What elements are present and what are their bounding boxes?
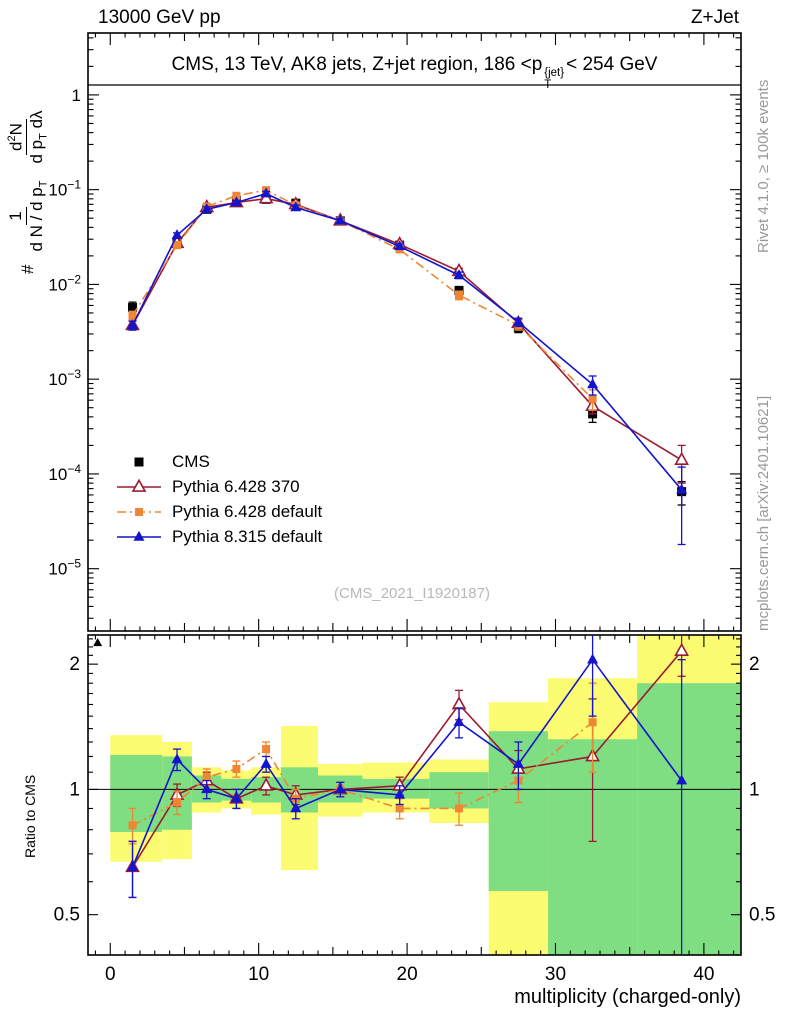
main-panel-frame — [87, 32, 742, 632]
legend-label: Pythia 6.428 370 — [172, 476, 300, 496]
svg-text:10−1: 10−1 — [48, 178, 81, 200]
svg-text:1: 1 — [749, 779, 760, 800]
x-axis-title: multiplicity (charged-only) — [514, 986, 741, 1008]
ratio-panel-frame — [87, 634, 742, 956]
mcplots-credit-label: mcplots.cern.ch [arXiv:2401.10621] — [755, 395, 772, 631]
legend-item: Pythia 6.428 default — [116, 499, 322, 524]
svg-text:2: 2 — [749, 654, 760, 675]
legend-marker-filled-square — [134, 457, 144, 466]
svg-text:20: 20 — [397, 964, 418, 985]
series-pythia-8.315-default — [127, 187, 688, 546]
legend-item: CMS — [116, 449, 322, 474]
ylabel-fraction-1: 1 d N / d pT — [6, 180, 50, 252]
plot-title-post: < 254 GeV — [566, 54, 658, 75]
svg-text:40: 40 — [693, 964, 714, 985]
ratio-y-axis-label: Ratio to CMS — [22, 774, 38, 858]
svg-text:10−5: 10−5 — [48, 557, 81, 579]
svg-text:1: 1 — [72, 86, 81, 105]
analysis-id-watermark: (CMS_2021_I1920187) — [334, 585, 490, 602]
beam-energy-label: 13000 GeV pp — [98, 7, 221, 28]
legend-marker-open-triangle — [117, 478, 161, 492]
svg-text:1: 1 — [69, 779, 80, 800]
legend-label: CMS — [172, 451, 210, 471]
plot-title-sup: {jet} — [544, 67, 565, 79]
svg-text:10: 10 — [248, 964, 269, 985]
svg-text:0: 0 — [105, 964, 116, 985]
legend-item: Pythia 8.315 default — [116, 524, 322, 549]
offscale-arrow — [93, 637, 103, 647]
svg-text:10−4: 10−4 — [48, 462, 81, 484]
svg-text:30: 30 — [545, 964, 566, 985]
legend-marker-filled-square-sm — [117, 507, 161, 516]
svg-text:0.5: 0.5 — [54, 905, 80, 926]
legend-item: Pythia 6.428 370 — [116, 474, 322, 499]
legend-marker-filled-triangle — [117, 530, 161, 541]
plot-title-sub: T — [544, 79, 552, 92]
svg-text:10−3: 10−3 — [48, 367, 81, 389]
ylabel-fraction-2: d2N d pT dλ — [6, 110, 50, 164]
svg-text:0.5: 0.5 — [749, 905, 775, 926]
process-label: Z+Jet — [690, 7, 739, 28]
series-pythia-6.428-default — [128, 186, 597, 411]
main-y-axis-label: # 1 d N / d pT d2N d pT dλ — [6, 106, 50, 274]
ylabel-hash: # — [18, 264, 38, 274]
plot-title-pre: CMS, 13 TeV, AK8 jets, Z+jet region, 186… — [171, 54, 543, 75]
legend: CMS Pythia 6.428 370 Pythia 6.428 default P… — [116, 449, 322, 549]
uncertainty-bands — [110, 635, 741, 955]
legend-label: Pythia 8.315 default — [172, 526, 323, 546]
svg-text:2: 2 — [69, 654, 80, 675]
rivet-version-label: Rivet 4.1.0, ≥ 100k events — [755, 79, 772, 253]
pt-jet-supsub: {jet} T — [544, 67, 564, 91]
legend-label: Pythia 6.428 default — [172, 501, 323, 521]
plot-title: CMS, 13 TeV, AK8 jets, Z+jet region, 186… — [88, 54, 741, 91]
svg-text:10−2: 10−2 — [48, 272, 81, 294]
series-pythia-8.315-default — [127, 635, 688, 955]
series-pythia-6.428-370 — [125, 190, 689, 484]
